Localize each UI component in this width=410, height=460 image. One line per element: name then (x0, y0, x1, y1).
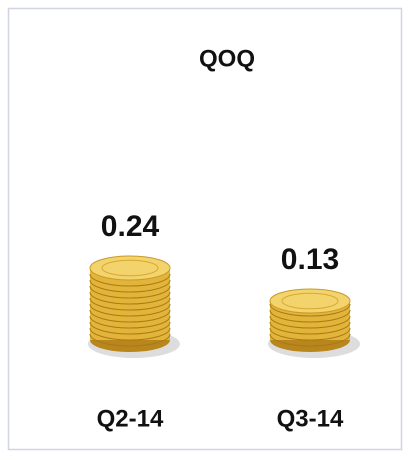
coin-edge (89, 303, 171, 317)
coin-edge (89, 273, 171, 287)
coin-edge (269, 321, 351, 335)
coin-stack (268, 288, 360, 358)
coin-stack (88, 255, 180, 358)
coin-edge (89, 321, 171, 335)
panel-frame (7, 7, 403, 451)
coin-edge (89, 315, 171, 329)
coin-edge (269, 315, 351, 329)
coin-face (281, 292, 339, 310)
coin-edge (89, 309, 171, 323)
value-label: 0.13 (281, 243, 339, 276)
coin-top (89, 255, 171, 281)
coin-edge (269, 333, 351, 347)
x-tick-label: Q3-14 (277, 405, 344, 432)
coin-edge (89, 333, 171, 347)
coin-edge (89, 291, 171, 305)
x-tick-label: Q2-14 (97, 405, 164, 432)
chart-title: QOQ (199, 45, 255, 72)
coin-edge (269, 303, 351, 317)
coin-edge (89, 327, 171, 341)
coin-top (269, 288, 351, 314)
coin-edge (89, 285, 171, 299)
coin-edge (269, 327, 351, 341)
coin-face (101, 259, 159, 277)
coin-edge (89, 279, 171, 293)
coin-edge (89, 297, 171, 311)
value-label: 0.24 (101, 210, 160, 243)
coin-edge (269, 309, 351, 323)
